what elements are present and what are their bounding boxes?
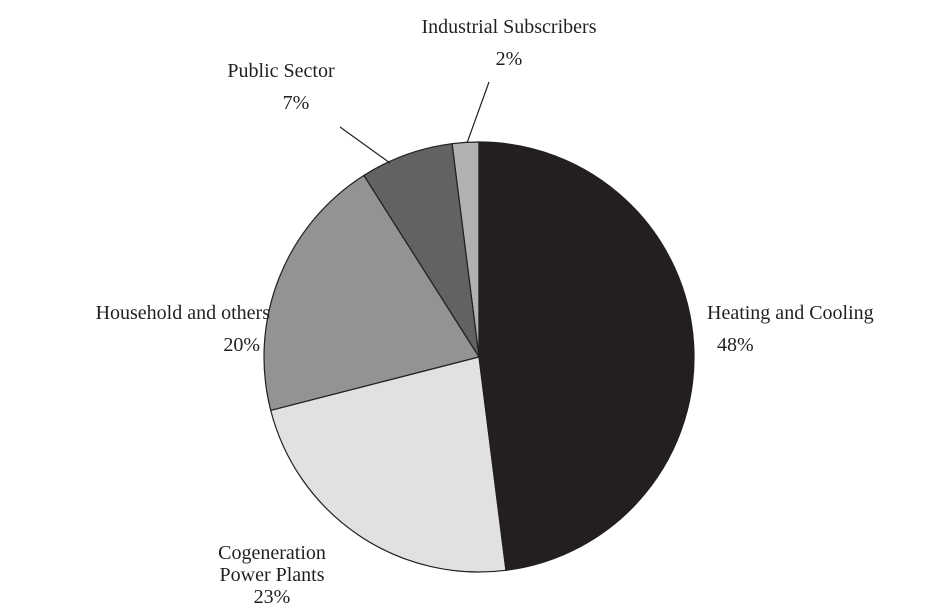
slice-label: Heating and Cooling 48% <box>707 297 931 361</box>
value-label: 20% <box>223 334 260 356</box>
leader-line <box>339 126 391 164</box>
pie-slice <box>270 356 507 573</box>
value-label: 48% <box>717 334 754 356</box>
value-label: 7% <box>282 92 310 114</box>
slice-label: Industrial Subscribers 2% <box>389 11 629 75</box>
pie-slice <box>478 141 695 571</box>
category-label: Industrial Subscribers <box>421 16 597 38</box>
category-label: Cogeneration Power Plants <box>218 542 326 586</box>
pie-slice <box>263 174 480 412</box>
slice-label: Cogeneration Power Plants 23% <box>212 542 332 608</box>
slice-label: Public Sector 7% <box>211 55 351 119</box>
value-label: 23% <box>253 586 291 608</box>
leader-line <box>466 81 490 144</box>
category-label: Public Sector <box>227 60 335 82</box>
slice-label: Household and others 20% <box>0 297 270 361</box>
category-label: Household and others <box>95 302 270 324</box>
value-label: 2% <box>495 48 523 70</box>
category-label: Heating and Cooling <box>707 302 874 324</box>
